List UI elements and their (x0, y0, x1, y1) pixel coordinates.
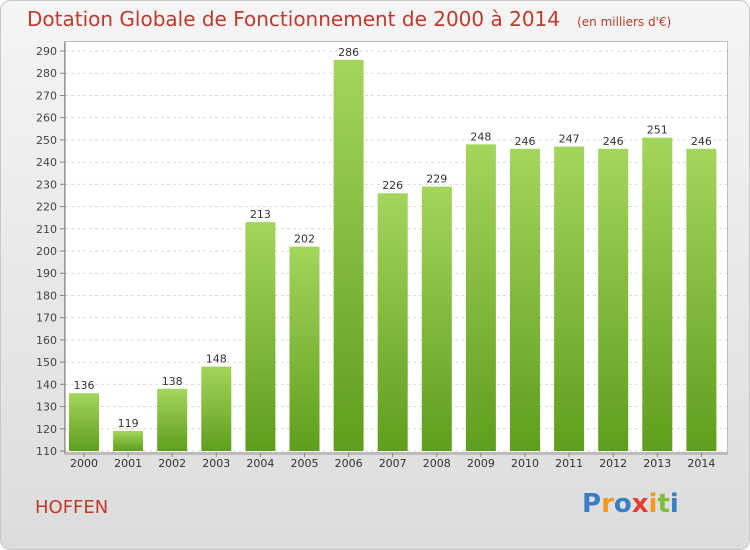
data-label: 138 (162, 375, 183, 388)
logo-letter: P (582, 489, 602, 519)
data-label: 202 (294, 233, 315, 246)
x-tick-label: 2007 (379, 457, 407, 470)
data-label: 136 (74, 379, 95, 392)
y-tick-label: 160 (36, 334, 57, 347)
chart-title: Dotation Globale de Fonctionnement de 20… (27, 7, 671, 31)
y-tick-label: 280 (36, 67, 57, 80)
y-tick-label: 150 (36, 356, 57, 369)
data-label: 213 (250, 208, 271, 221)
y-tick-label: 230 (36, 178, 57, 191)
bar (510, 148, 540, 451)
y-tick-label: 130 (36, 401, 57, 414)
bar (113, 431, 144, 451)
logo-letter: t (657, 489, 670, 519)
data-label: 246 (691, 135, 712, 148)
y-tick-label: 170 (36, 312, 57, 325)
logo-letter: i (648, 489, 658, 519)
y-tick-label: 190 (36, 267, 57, 280)
bar (333, 59, 364, 452)
bar (245, 222, 276, 451)
bar (421, 186, 452, 452)
y-tick-label: 120 (36, 423, 57, 436)
data-label: 286 (338, 46, 359, 59)
chart-title-text: Dotation Globale de Fonctionnement de 20… (27, 7, 560, 31)
location-name: HOFFEN (35, 497, 109, 518)
x-tick-label: 2000 (70, 457, 98, 470)
y-tick-label: 270 (36, 89, 57, 102)
y-tick-label: 200 (36, 245, 57, 258)
bar (554, 146, 585, 452)
bar (377, 193, 408, 451)
data-label: 248 (470, 130, 491, 143)
bar (201, 366, 232, 451)
data-label: 246 (603, 135, 624, 148)
logo-letter: x (631, 489, 649, 519)
y-tick-label: 290 (36, 45, 57, 58)
data-label: 119 (118, 417, 139, 430)
y-tick-label: 250 (36, 134, 57, 147)
x-tick-label: 2006 (335, 457, 363, 470)
chart-unit-label: (en milliers d'€) (577, 15, 672, 29)
x-tick-label: 2012 (599, 457, 627, 470)
x-tick-label: 2003 (202, 457, 230, 470)
bar (69, 393, 99, 451)
y-tick-label: 220 (36, 201, 57, 214)
x-tick-label: 2004 (246, 457, 274, 470)
x-tick-label: 2002 (158, 457, 186, 470)
x-tick-label: 2001 (114, 457, 142, 470)
x-tick-label: 2011 (555, 457, 583, 470)
proxiti-logo: Proxiti (582, 489, 679, 519)
bar (686, 148, 717, 451)
y-tick-label: 110 (36, 445, 57, 458)
data-label: 226 (382, 179, 403, 192)
data-label: 251 (647, 124, 668, 137)
data-label: 247 (559, 133, 580, 146)
bar (642, 137, 673, 451)
x-tick-label: 2010 (511, 457, 539, 470)
data-label: 229 (426, 173, 447, 186)
bar (465, 144, 496, 452)
y-tick-label: 140 (36, 378, 57, 391)
x-tick-label: 2008 (423, 457, 451, 470)
logo-letter: o (613, 489, 632, 519)
bar (289, 246, 320, 451)
x-tick-label: 2014 (687, 457, 715, 470)
y-tick-label: 210 (36, 223, 57, 236)
x-tick-label: 2013 (643, 457, 671, 470)
data-label: 148 (206, 353, 227, 366)
bar (598, 148, 629, 451)
logo-letter: i (669, 489, 679, 519)
y-tick-label: 180 (36, 289, 57, 302)
y-tick-label: 240 (36, 156, 57, 169)
x-tick-label: 2009 (467, 457, 495, 470)
logo-letter: r (601, 489, 614, 519)
data-label: 246 (515, 135, 536, 148)
bar (157, 388, 188, 451)
x-tick-label: 2005 (291, 457, 319, 470)
y-tick-label: 260 (36, 112, 57, 125)
